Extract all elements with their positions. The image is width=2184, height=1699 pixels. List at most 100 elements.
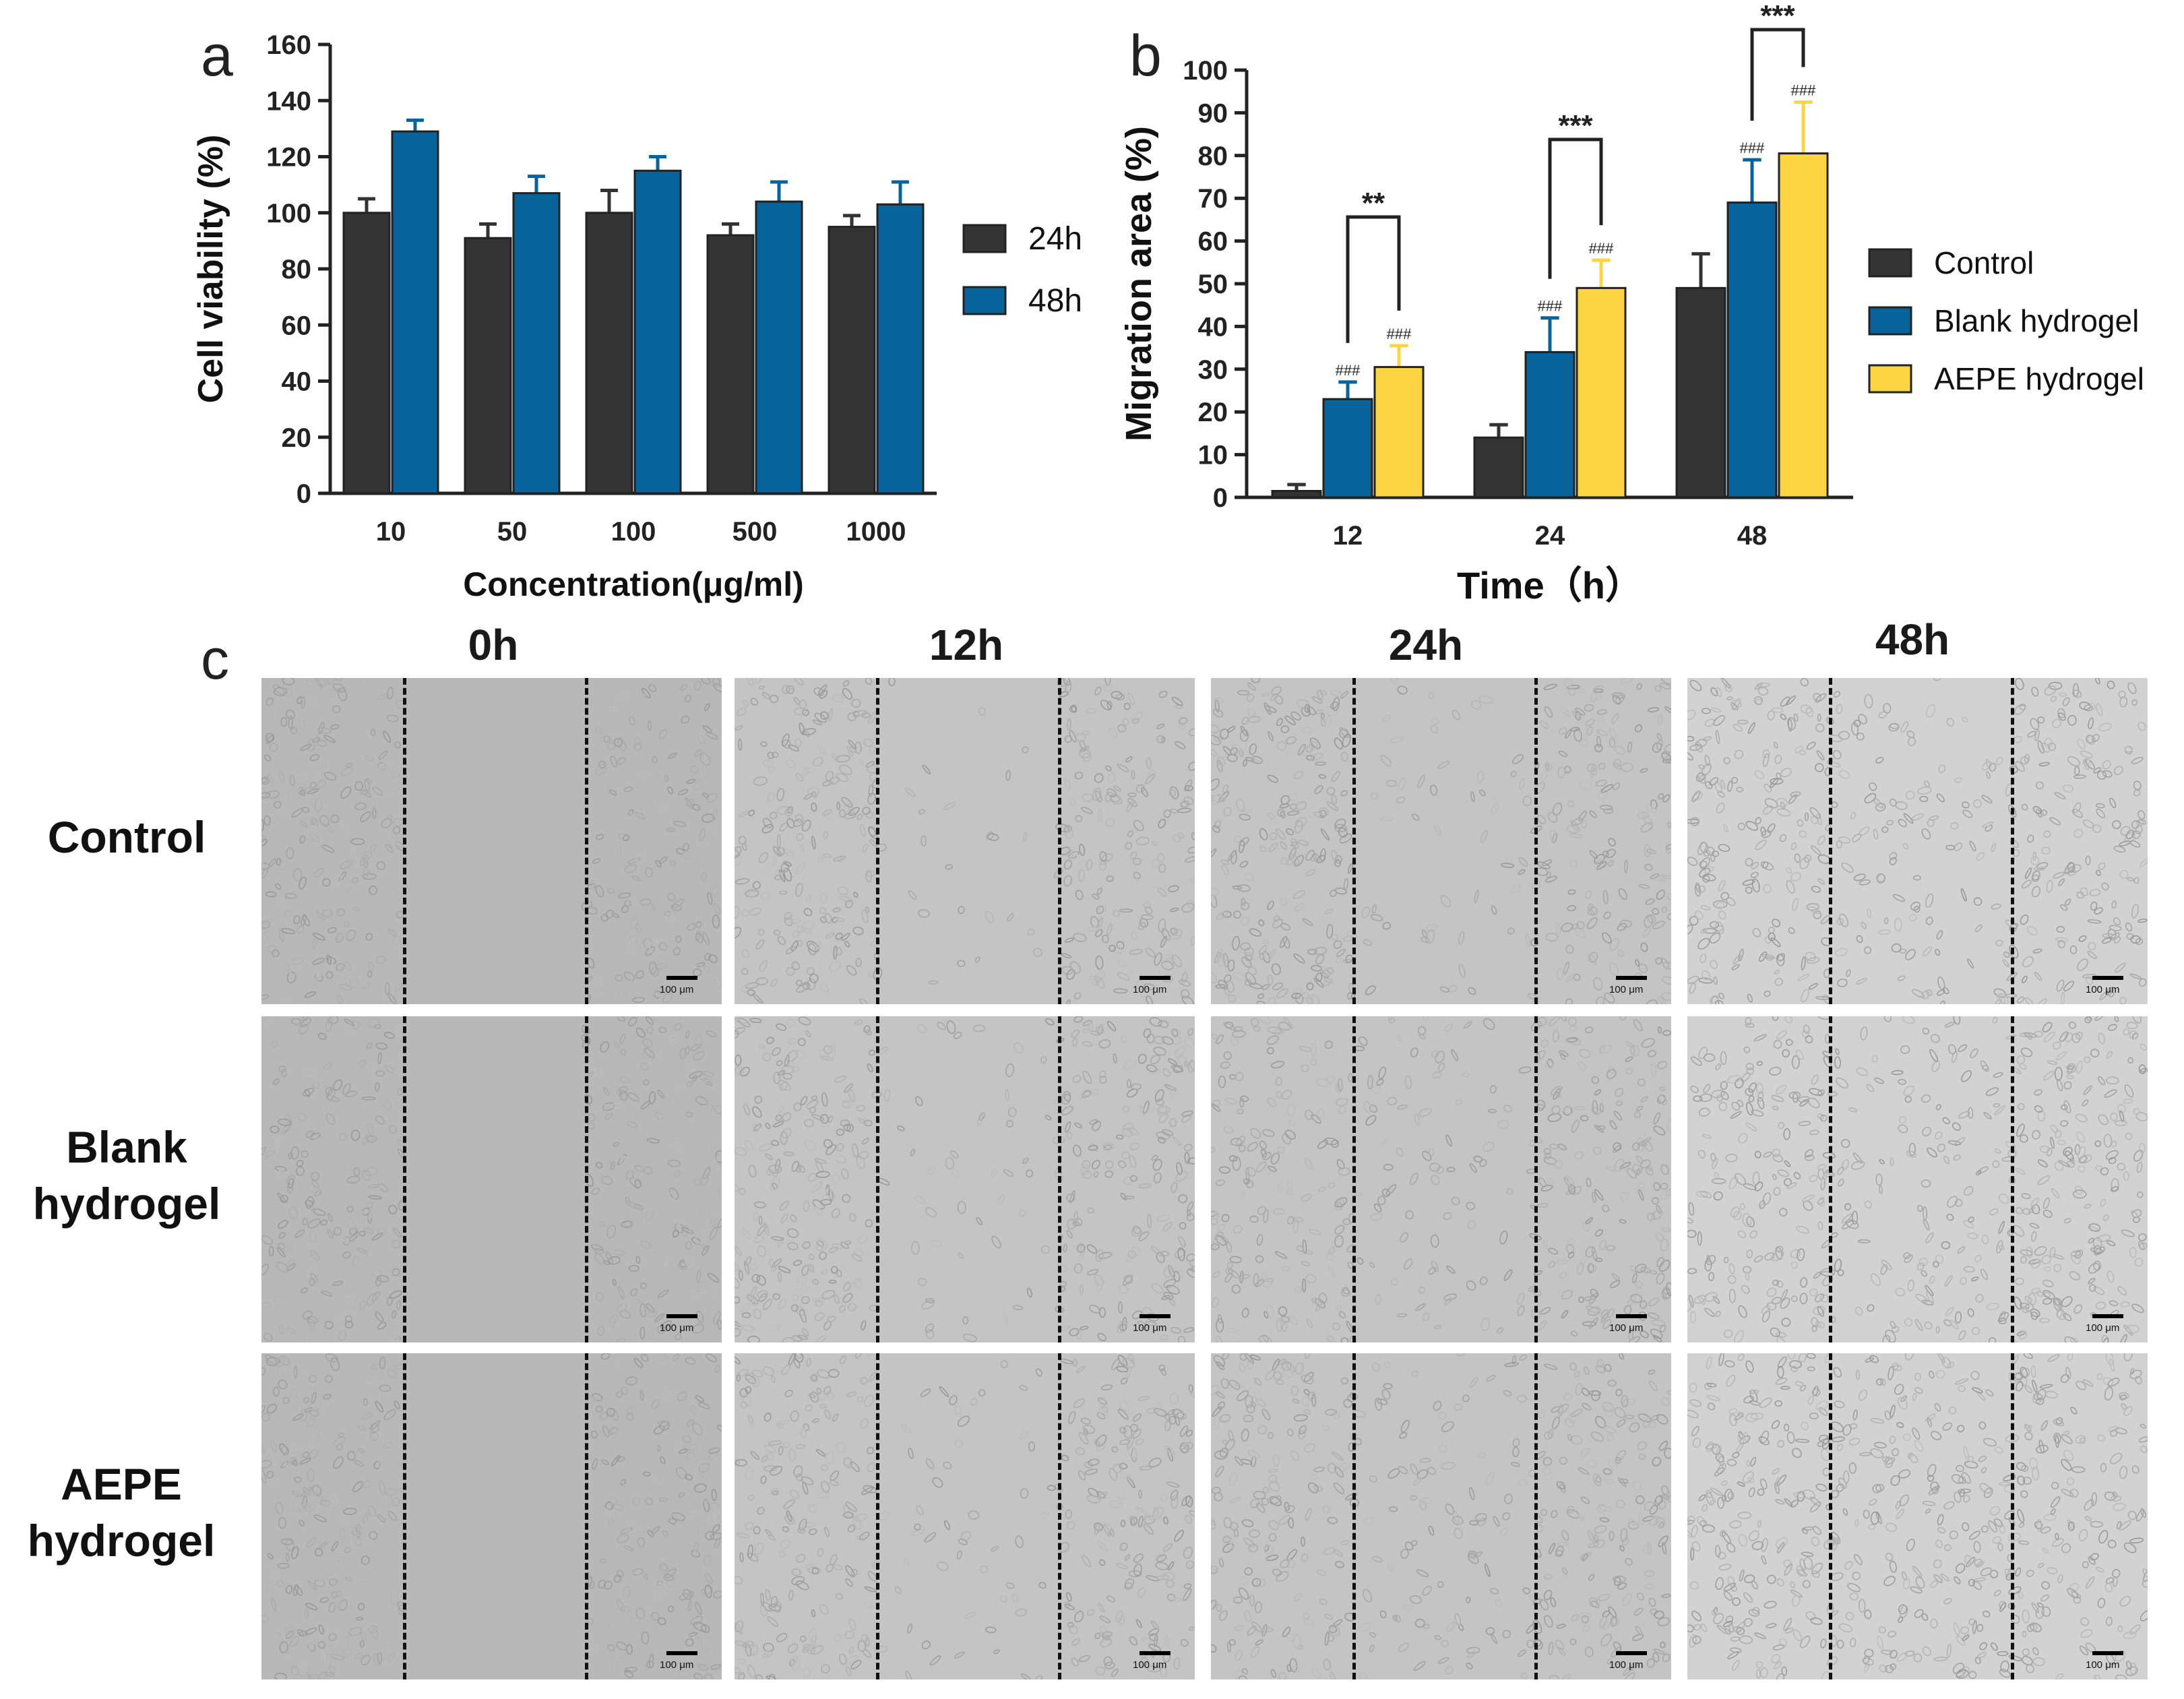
cell bbox=[678, 1262, 688, 1270]
cell bbox=[759, 1143, 773, 1152]
cell bbox=[1689, 916, 1699, 926]
cell bbox=[763, 1222, 770, 1236]
cell bbox=[2078, 1154, 2092, 1164]
cell bbox=[910, 1148, 916, 1156]
cell bbox=[1100, 1384, 1113, 1391]
cell bbox=[1565, 972, 1575, 983]
cell bbox=[701, 1245, 710, 1256]
cell bbox=[1069, 730, 1077, 743]
cell bbox=[1589, 810, 1597, 818]
micrograph-image bbox=[735, 1016, 1195, 1342]
cell bbox=[1596, 717, 1604, 723]
cell bbox=[1153, 1036, 1165, 1045]
cell bbox=[1087, 1207, 1094, 1214]
cell bbox=[2080, 750, 2093, 759]
cell bbox=[1753, 696, 1764, 705]
cell bbox=[1741, 1285, 1750, 1294]
cell bbox=[741, 1312, 751, 1318]
cell bbox=[2127, 1057, 2133, 1064]
cell bbox=[2027, 925, 2038, 936]
cell bbox=[814, 712, 828, 723]
cell bbox=[325, 1094, 340, 1103]
cell bbox=[1063, 824, 1072, 833]
cell bbox=[1237, 1390, 1249, 1402]
cell bbox=[1728, 1289, 1736, 1303]
cell bbox=[1169, 907, 1179, 913]
cell bbox=[1647, 1212, 1656, 1221]
cell bbox=[1071, 1638, 1080, 1646]
cell bbox=[1566, 825, 1581, 834]
cell bbox=[1548, 1247, 1559, 1255]
cell bbox=[338, 1599, 348, 1611]
cell bbox=[358, 1603, 365, 1611]
cell bbox=[1640, 1096, 1648, 1103]
cell bbox=[1915, 1293, 1928, 1303]
cell bbox=[863, 1119, 873, 1127]
cell bbox=[741, 949, 750, 958]
cell bbox=[1767, 823, 1776, 833]
cell bbox=[811, 802, 817, 812]
legend-swatch bbox=[1868, 364, 1912, 394]
cell bbox=[328, 1602, 336, 1613]
cell bbox=[1315, 972, 1323, 983]
cell bbox=[1543, 1148, 1551, 1155]
cell bbox=[1278, 1022, 1291, 1031]
cell bbox=[1318, 807, 1329, 817]
cell bbox=[1734, 1330, 1744, 1342]
cell bbox=[397, 1088, 402, 1096]
cell bbox=[2062, 697, 2070, 706]
cell bbox=[1161, 928, 1171, 941]
cell bbox=[1652, 1456, 1662, 1466]
cell bbox=[328, 1016, 339, 1024]
cell bbox=[1212, 1099, 1220, 1107]
cell bbox=[1783, 1128, 1790, 1140]
cell bbox=[760, 892, 770, 901]
cell bbox=[623, 834, 629, 842]
micrograph-background bbox=[1211, 678, 1671, 1004]
cell bbox=[1458, 964, 1466, 978]
cell bbox=[1184, 779, 1192, 792]
cell bbox=[1402, 1604, 1414, 1611]
cell bbox=[302, 1310, 313, 1320]
cell bbox=[364, 678, 371, 686]
cell bbox=[289, 1636, 300, 1647]
cell bbox=[668, 1187, 679, 1200]
cell bbox=[1650, 799, 1658, 809]
wound-edge-left bbox=[876, 1353, 879, 1679]
cell bbox=[1220, 728, 1229, 740]
cell bbox=[2067, 1063, 2077, 1074]
cell bbox=[793, 708, 807, 716]
cell bbox=[1105, 765, 1112, 772]
cell bbox=[1278, 1306, 1288, 1316]
cell bbox=[778, 1271, 782, 1283]
cell bbox=[1597, 1504, 1607, 1514]
cell bbox=[1335, 1098, 1348, 1107]
cell bbox=[654, 774, 668, 783]
cell bbox=[1588, 952, 1598, 963]
cell bbox=[932, 1477, 943, 1488]
cell bbox=[610, 755, 618, 768]
scale-bar bbox=[1616, 1314, 1647, 1318]
cell bbox=[1873, 829, 1879, 840]
cell bbox=[1662, 962, 1671, 970]
cell bbox=[341, 1497, 348, 1502]
cell bbox=[2031, 874, 2040, 882]
cell bbox=[825, 1451, 834, 1464]
cell bbox=[815, 1299, 823, 1307]
cell bbox=[662, 992, 673, 1003]
cell bbox=[1347, 863, 1354, 874]
cell bbox=[716, 747, 722, 753]
cell bbox=[280, 1538, 293, 1545]
cell bbox=[1545, 933, 1559, 942]
cell bbox=[1715, 1310, 1721, 1318]
cell bbox=[1587, 917, 1598, 929]
cell bbox=[1307, 948, 1317, 955]
cell bbox=[2102, 770, 2113, 778]
cell bbox=[1856, 978, 1867, 985]
cell bbox=[2123, 1028, 2130, 1036]
cell bbox=[745, 1467, 753, 1481]
cell bbox=[1347, 992, 1353, 1000]
cell bbox=[681, 1225, 689, 1237]
cell bbox=[782, 1526, 789, 1533]
cell bbox=[1098, 1076, 1107, 1084]
